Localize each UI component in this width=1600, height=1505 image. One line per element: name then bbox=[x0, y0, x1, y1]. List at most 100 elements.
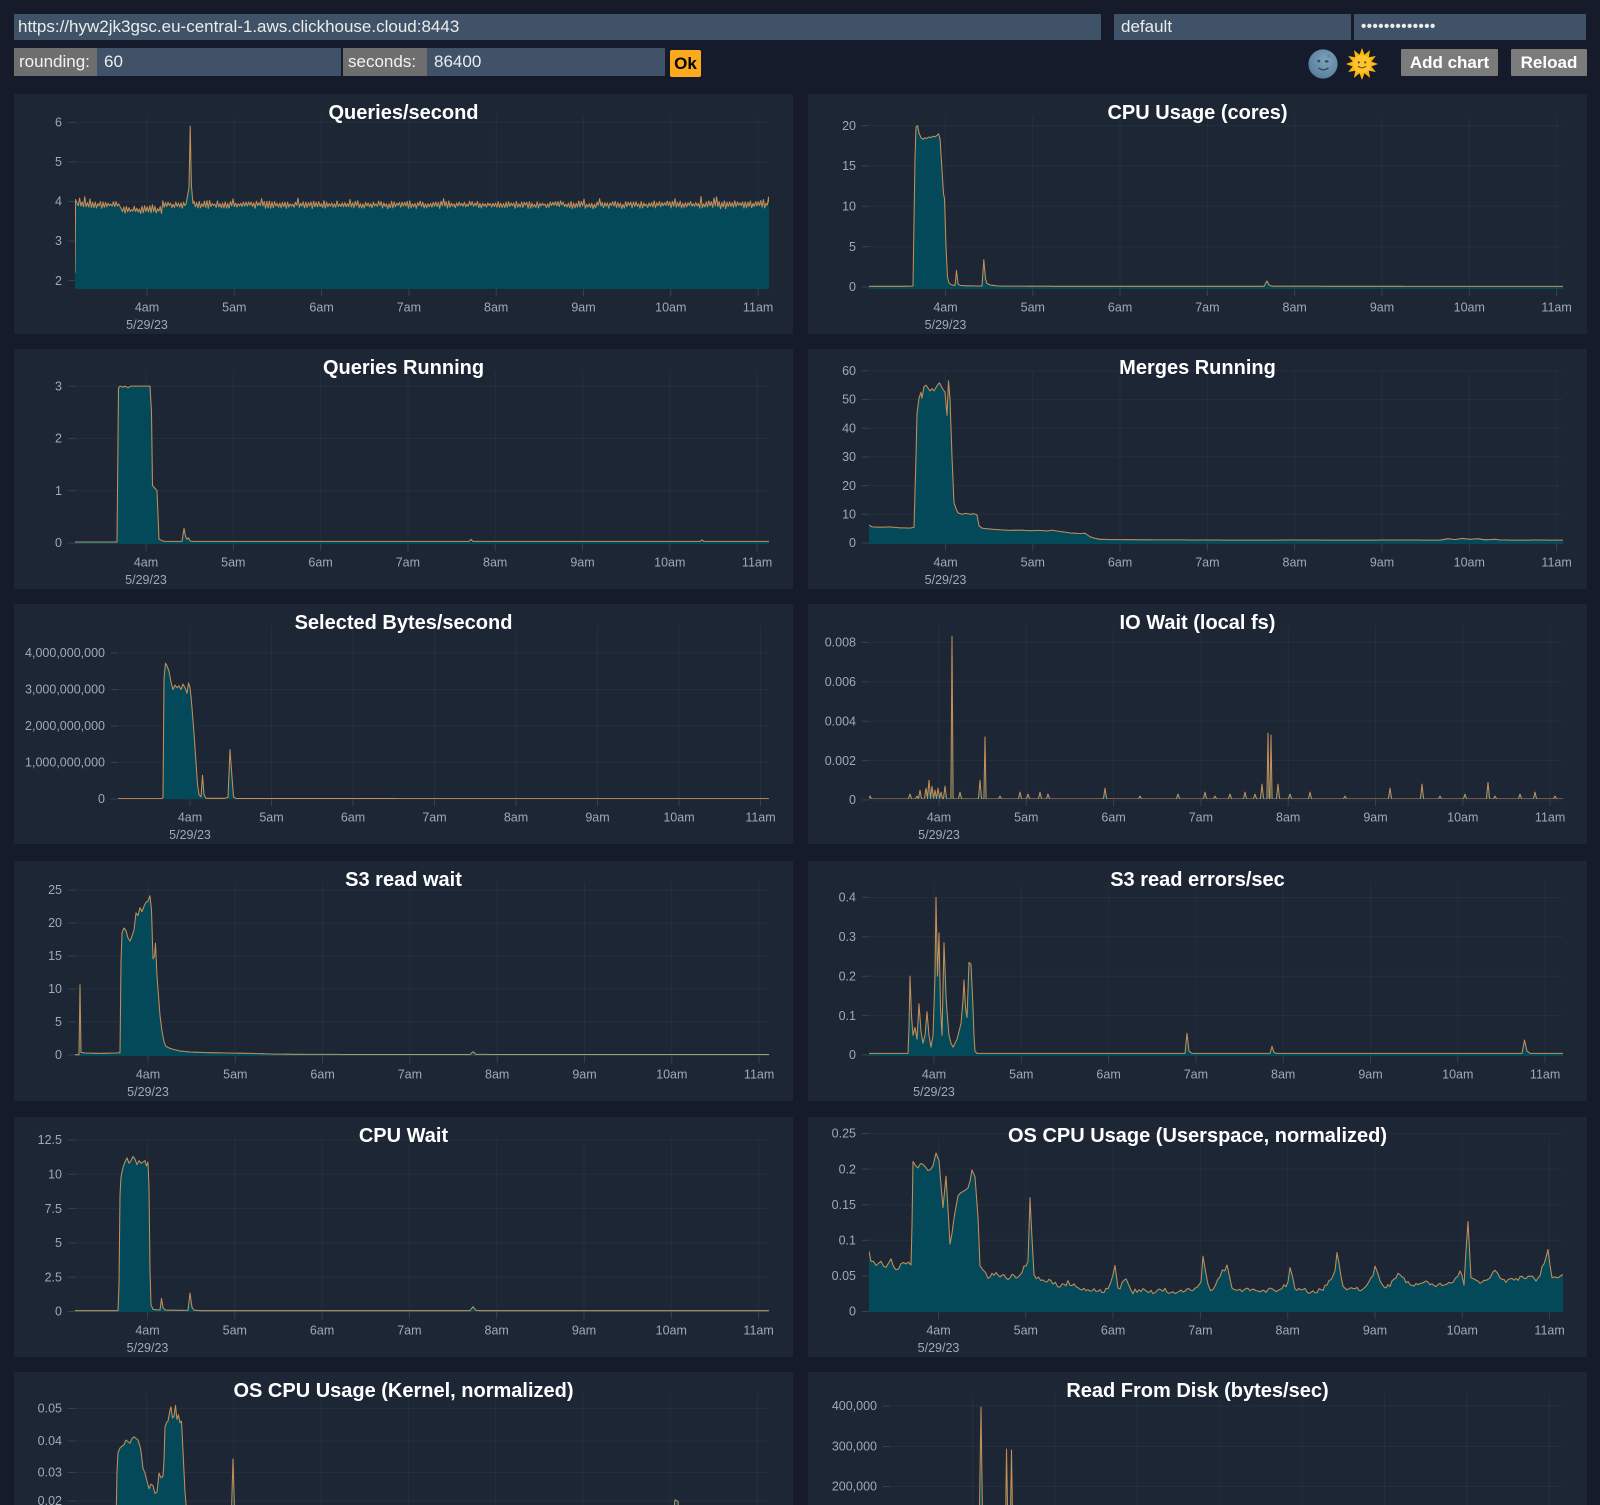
svg-text:OS CPU Usage (Userspace, norma: OS CPU Usage (Userspace, normalized) bbox=[1008, 1125, 1387, 1147]
svg-text:7.5: 7.5 bbox=[45, 1202, 62, 1216]
svg-text:9am: 9am bbox=[585, 811, 609, 825]
svg-text:6am: 6am bbox=[310, 1324, 334, 1338]
svg-text:8am: 8am bbox=[1283, 301, 1307, 315]
svg-text:5/29/23: 5/29/23 bbox=[125, 573, 167, 587]
svg-text:4am: 4am bbox=[933, 301, 957, 315]
svg-text:8am: 8am bbox=[483, 556, 507, 570]
svg-text:8am: 8am bbox=[484, 301, 508, 315]
svg-text:7am: 7am bbox=[397, 1324, 421, 1338]
svg-text:0: 0 bbox=[849, 536, 856, 550]
svg-text:8am: 8am bbox=[1276, 811, 1300, 825]
svg-text:5/29/23: 5/29/23 bbox=[913, 1085, 955, 1099]
svg-text:3: 3 bbox=[55, 379, 62, 393]
svg-text:6am: 6am bbox=[1108, 301, 1132, 315]
svg-text:12.5: 12.5 bbox=[38, 1133, 62, 1147]
svg-text:0.15: 0.15 bbox=[832, 1198, 856, 1212]
svg-text:15: 15 bbox=[842, 159, 856, 173]
svg-text:4am: 4am bbox=[135, 301, 159, 315]
svg-text:4am: 4am bbox=[933, 556, 957, 570]
svg-text:6am: 6am bbox=[1101, 1324, 1125, 1338]
svg-text:5/29/23: 5/29/23 bbox=[126, 318, 168, 332]
svg-text:11am: 11am bbox=[1541, 301, 1571, 315]
svg-text:0.1: 0.1 bbox=[839, 1009, 856, 1023]
svg-text:8am: 8am bbox=[1271, 1068, 1295, 1082]
svg-text:S3 read wait: S3 read wait bbox=[345, 869, 462, 891]
svg-text:5/29/23: 5/29/23 bbox=[918, 1341, 960, 1355]
svg-text:11am: 11am bbox=[1535, 811, 1565, 825]
svg-text:6am: 6am bbox=[309, 301, 333, 315]
svg-text:10am: 10am bbox=[1447, 1324, 1478, 1338]
svg-text:0.2: 0.2 bbox=[839, 1162, 856, 1176]
svg-text:20: 20 bbox=[842, 479, 856, 493]
svg-text:9am: 9am bbox=[1363, 811, 1387, 825]
svg-text:0.1: 0.1 bbox=[839, 1234, 856, 1248]
svg-text:7am: 7am bbox=[1184, 1068, 1208, 1082]
svg-text:0.006: 0.006 bbox=[825, 675, 856, 689]
svg-text:20: 20 bbox=[48, 916, 62, 930]
svg-text:5am: 5am bbox=[1014, 811, 1038, 825]
svg-text:5: 5 bbox=[55, 1015, 62, 1029]
svg-text:5/29/23: 5/29/23 bbox=[925, 573, 967, 587]
svg-text:6am: 6am bbox=[1108, 556, 1132, 570]
svg-text:4am: 4am bbox=[134, 556, 158, 570]
svg-text:10am: 10am bbox=[1454, 556, 1485, 570]
svg-text:8am: 8am bbox=[504, 811, 528, 825]
svg-text:5: 5 bbox=[55, 1236, 62, 1250]
svg-text:4am: 4am bbox=[926, 1324, 950, 1338]
svg-text:7am: 7am bbox=[1195, 301, 1219, 315]
svg-text:0.25: 0.25 bbox=[832, 1127, 856, 1141]
svg-text:15: 15 bbox=[48, 949, 62, 963]
svg-text:CPU Wait: CPU Wait bbox=[359, 1125, 449, 1147]
svg-text:Merges Running: Merges Running bbox=[1119, 357, 1276, 379]
svg-text:20: 20 bbox=[842, 119, 856, 133]
svg-text:4: 4 bbox=[55, 195, 62, 209]
svg-text:11am: 11am bbox=[745, 811, 775, 825]
svg-text:9am: 9am bbox=[571, 301, 595, 315]
svg-text:0.2: 0.2 bbox=[839, 969, 856, 983]
svg-text:5/29/23: 5/29/23 bbox=[127, 1341, 169, 1355]
svg-text:11am: 11am bbox=[1534, 1324, 1564, 1338]
svg-text:5am: 5am bbox=[259, 811, 283, 825]
svg-text:300,000: 300,000 bbox=[832, 1440, 877, 1454]
svg-text:IO Wait (local fs): IO Wait (local fs) bbox=[1120, 612, 1276, 634]
svg-text:5/29/23: 5/29/23 bbox=[925, 318, 967, 332]
svg-text:7am: 7am bbox=[1195, 556, 1219, 570]
svg-text:11am: 11am bbox=[742, 556, 772, 570]
svg-text:4am: 4am bbox=[922, 1068, 946, 1082]
svg-text:6: 6 bbox=[55, 116, 62, 130]
svg-text:8am: 8am bbox=[1283, 556, 1307, 570]
svg-text:10: 10 bbox=[48, 982, 62, 996]
svg-text:0: 0 bbox=[849, 793, 856, 807]
svg-text:9am: 9am bbox=[572, 1068, 596, 1082]
svg-text:8am: 8am bbox=[485, 1324, 509, 1338]
svg-text:4am: 4am bbox=[136, 1068, 160, 1082]
svg-text:0.02: 0.02 bbox=[38, 1494, 62, 1505]
svg-text:0: 0 bbox=[849, 1048, 856, 1062]
svg-text:11am: 11am bbox=[1541, 556, 1571, 570]
svg-text:5/29/23: 5/29/23 bbox=[169, 828, 211, 842]
svg-text:5am: 5am bbox=[223, 1324, 247, 1338]
svg-text:0: 0 bbox=[55, 1048, 62, 1062]
svg-text:10am: 10am bbox=[656, 1324, 687, 1338]
svg-text:30: 30 bbox=[842, 450, 856, 464]
svg-text:4am: 4am bbox=[178, 811, 202, 825]
svg-text:0.05: 0.05 bbox=[832, 1269, 856, 1283]
svg-text:5am: 5am bbox=[1021, 301, 1045, 315]
svg-text:50: 50 bbox=[842, 393, 856, 407]
svg-text:3,000,000,000: 3,000,000,000 bbox=[25, 683, 105, 697]
svg-text:OS CPU Usage (Kernel, normaliz: OS CPU Usage (Kernel, normalized) bbox=[233, 1380, 573, 1402]
svg-text:4am: 4am bbox=[927, 811, 951, 825]
svg-text:1,000,000,000: 1,000,000,000 bbox=[25, 756, 105, 770]
svg-text:60: 60 bbox=[842, 364, 856, 378]
svg-text:5am: 5am bbox=[221, 556, 245, 570]
svg-text:2,000,000,000: 2,000,000,000 bbox=[25, 719, 105, 733]
svg-text:10am: 10am bbox=[1454, 301, 1485, 315]
svg-text:6am: 6am bbox=[341, 811, 365, 825]
svg-text:0.05: 0.05 bbox=[38, 1402, 62, 1416]
svg-text:0: 0 bbox=[849, 1305, 856, 1319]
svg-text:5am: 5am bbox=[1014, 1324, 1038, 1338]
svg-text:10am: 10am bbox=[654, 556, 685, 570]
svg-text:6am: 6am bbox=[1101, 811, 1125, 825]
svg-text:6am: 6am bbox=[1096, 1068, 1120, 1082]
svg-text:10am: 10am bbox=[655, 301, 686, 315]
